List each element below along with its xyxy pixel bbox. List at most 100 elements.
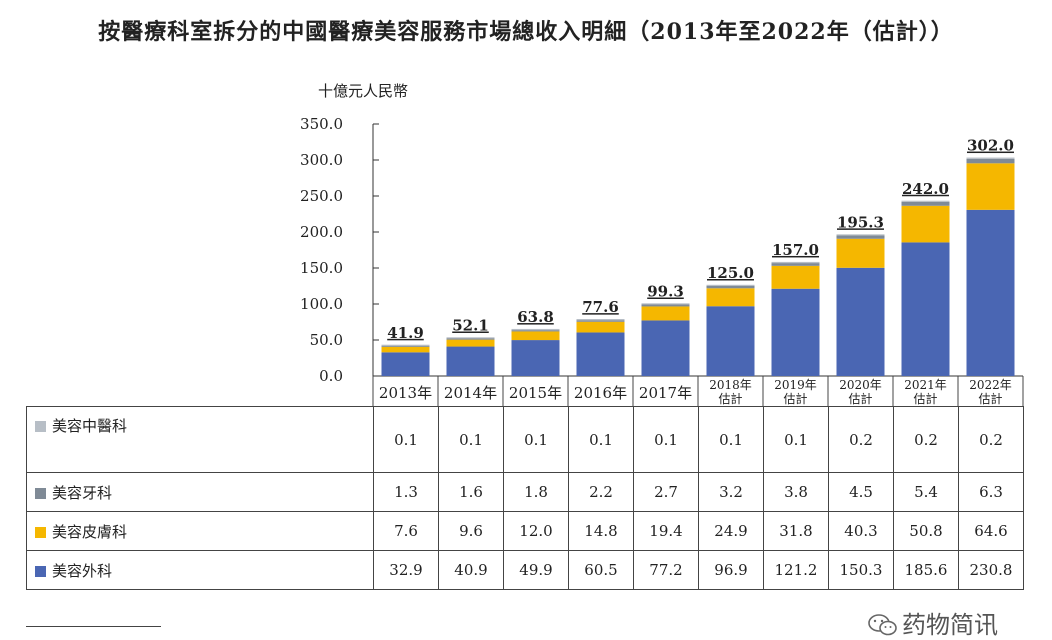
bar-segment [706,288,755,307]
bar-segment [446,338,495,340]
table-cell: 0.2 [828,406,894,473]
x-category-sublabel: 估計 [913,391,937,406]
x-category-label: 2017年 [639,384,692,402]
table-cell: 50.8 [893,511,959,551]
y-tick-label: 100.0 [300,295,343,313]
table-cell: 185.6 [893,550,959,590]
table-cell: 0.1 [438,406,504,473]
bar-segment [446,339,495,347]
legend-label: 美容皮膚科 [52,522,128,541]
bar-segment [966,157,1015,159]
stacked-bar-chart: 十億元人民幣 0.0 50.0 100.0 150.0 200.0 250.0 300.0 35… [300,82,1024,406]
legend-label: 美容牙科 [52,483,113,502]
table-cell: 40.3 [828,511,894,551]
x-category-label: 2013年 [379,384,432,402]
bar-segment [901,201,950,206]
x-category-sublabel: 估計 [783,391,807,406]
bar-total-label: 41.9 [387,324,424,342]
table-cell: 1.6 [438,472,504,512]
table-cell: 2.2 [568,472,634,512]
x-category-label: 2015年 [509,384,562,402]
bar-segment [511,331,560,341]
bar-segment [771,263,820,266]
y-axis-unit-label: 十億元人民幣 [318,82,408,100]
bar-segment [576,319,625,321]
table-cell: 14.8 [568,511,634,551]
bar-segment [381,345,430,347]
bar-total-label: 52.1 [452,316,489,334]
table-cell: 96.9 [698,550,764,590]
bar-total-label: 242.0 [902,180,949,198]
x-category-label: 2021年 [904,378,947,392]
table-cell: 19.4 [633,511,699,551]
bar-segment [706,306,755,376]
bar-segment [966,209,1015,376]
bar-segment [511,330,560,332]
wechat-icon [868,614,897,636]
bar-segment [511,340,560,376]
table-cell: 60.5 [568,550,634,590]
legend-label: 美容中醫科 [52,417,128,435]
bar-segment [446,346,495,376]
table-cell: 2.7 [633,472,699,512]
bar-segment [706,284,755,286]
table-cell: 12.0 [503,511,569,551]
bar-total-label: 125.0 [707,264,754,282]
bar-segment [511,328,560,331]
data-table: 美容中醫科 0.1 0.1 0.1 0.1 0.1 0.1 0.1 0.2 0.2 0.2 美容牙科 1… [26,406,1024,590]
bar-segment [966,163,1015,210]
table-row: 美容外科 32.9 40.9 49.9 60.5 77.2 96.9 121.2 150.3 18… [26,550,1024,590]
legend-swatch [35,526,46,538]
table-cell: 0.2 [893,406,959,473]
bar-total-label: 195.3 [837,213,884,231]
bar-segment [836,238,885,268]
x-category-label: 2019年 [774,378,817,392]
row-label: 美容中醫科 [26,406,374,473]
table-cell: 0.1 [763,406,829,473]
bar-total-label: 302.0 [967,137,1014,155]
table-cell: 230.8 [958,550,1024,590]
table-cell: 5.4 [893,472,959,512]
footnote-rule [26,626,161,627]
bar-segment [836,235,885,239]
table-cell: 4.5 [828,472,894,512]
table-cell: 9.6 [438,511,504,551]
legend-swatch [35,565,46,577]
bar-segment [381,344,430,346]
table-cell: 0.1 [633,406,699,473]
legend-label: 美容外科 [52,561,113,580]
bar-segment [576,320,625,322]
bar-segment [446,337,495,339]
table-cell: 64.6 [958,511,1024,551]
table-row: 美容中醫科 0.1 0.1 0.1 0.1 0.1 0.1 0.1 0.2 0.2 0.2 [26,406,1024,473]
watermark-text: 药物简讯 [902,611,998,639]
bar-segment [966,158,1015,164]
table-cell: 150.3 [828,550,894,590]
x-category-label: 2018年 [709,378,752,392]
table-cell: 0.1 [503,406,569,473]
bar-total-label: 63.8 [517,308,554,326]
table-cell: 3.2 [698,472,764,512]
table-cell: 3.8 [763,472,829,512]
y-tick-label: 350.0 [300,115,343,133]
legend-swatch [35,421,46,432]
bar-total-label: 77.6 [582,298,619,316]
bar-segment [771,265,820,289]
y-tick-label: 300.0 [300,151,343,169]
y-tick-label: 150.0 [300,259,343,277]
bar-segment [576,332,625,376]
bar-segment [641,306,690,321]
bar-segment [381,346,430,353]
table-row: 美容牙科 1.3 1.6 1.8 2.2 2.7 3.2 3.8 4.5 5.4 6.3 [26,472,1024,512]
table-cell: 40.9 [438,550,504,590]
x-category-label: 2014年 [444,384,497,402]
x-category-label: 2016年 [574,384,627,402]
y-tick-label: 200.0 [300,223,343,241]
table-cell: 0.1 [373,406,439,473]
table-cell: 77.2 [633,550,699,590]
table-cell: 0.1 [568,406,634,473]
bar-segment [771,261,820,264]
table-cell: 49.9 [503,550,569,590]
table-cell: 6.3 [958,472,1024,512]
bar-segment [381,352,430,376]
